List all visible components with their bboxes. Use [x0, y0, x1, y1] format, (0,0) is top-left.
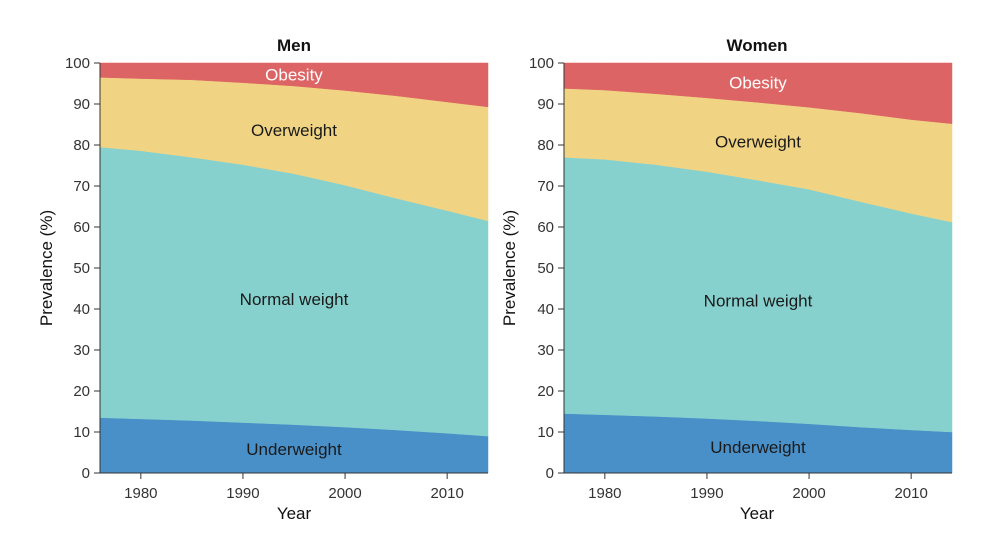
y-tick-label: 90 [537, 96, 554, 113]
series-label-underweight: Underweight [710, 438, 806, 457]
x-tick-label: 1980 [124, 485, 157, 502]
y-tick-label: 50 [537, 260, 554, 277]
series-label-normal-weight: Normal weight [240, 290, 349, 309]
x-tick-label: 2010 [430, 485, 463, 502]
chart-panel-women: Women Underweight Normal weight Overweight… [500, 36, 953, 523]
x-tick-label: 2010 [894, 485, 927, 502]
y-tick-label: 20 [537, 383, 554, 400]
x-axis-title: Year [740, 504, 775, 523]
labels-layer: Underweight Normal weight Overweight Obesit… [240, 66, 349, 459]
areas-layer [99, 62, 489, 474]
x-tick-label: 2000 [328, 485, 361, 502]
y-tick-label: 0 [82, 465, 90, 482]
y-tick-label: 60 [73, 219, 90, 236]
y-axis-title: Prevalence (%) [37, 210, 56, 326]
y-tick-label: 40 [537, 301, 554, 318]
y-tick-label: 80 [73, 137, 90, 154]
y-tick-label: 40 [73, 301, 90, 318]
y-axis-title: Prevalence (%) [500, 210, 519, 326]
axes-layer: 0 10 20 30 40 50 60 70 80 90 100 1980 1990 2000 2010 [65, 55, 488, 502]
series-label-overweight: Overweight [251, 121, 337, 140]
x-tick-label: 1990 [226, 485, 259, 502]
labels-layer: Underweight Normal weight Overweight Obesit… [704, 74, 813, 457]
chart-title: Women [726, 36, 787, 55]
series-label-underweight: Underweight [246, 440, 342, 459]
y-tick-label: 30 [537, 342, 554, 359]
y-tick-label: 70 [73, 178, 90, 195]
y-tick-label: 30 [73, 342, 90, 359]
chart-title: Men [277, 36, 311, 55]
y-tick-label: 20 [73, 383, 90, 400]
area-obesity [563, 62, 953, 124]
y-tick-label: 70 [537, 178, 554, 195]
y-tick-label: 80 [537, 137, 554, 154]
x-tick-label: 1990 [690, 485, 723, 502]
x-axis-title: Year [277, 504, 312, 523]
x-tick-label: 2000 [792, 485, 825, 502]
chart-panel-men: Men Underweight Normal weight Overweight Ob… [37, 36, 489, 523]
y-tick-label: 0 [546, 465, 554, 482]
y-tick-label: 60 [537, 219, 554, 236]
series-label-obesity: Obesity [729, 74, 787, 93]
y-tick-label: 50 [73, 260, 90, 277]
axes-layer: 0 10 20 30 40 50 60 70 80 90 100 1980 1990 2000 2010 [529, 55, 952, 502]
y-tick-label: 10 [73, 424, 90, 441]
series-label-normal-weight: Normal weight [704, 292, 813, 311]
series-label-overweight: Overweight [715, 132, 801, 151]
series-label-obesity: Obesity [265, 66, 323, 85]
area-obesity [99, 62, 489, 108]
areas-layer [563, 62, 953, 474]
y-tick-label: 10 [537, 424, 554, 441]
x-tick-label: 1980 [588, 485, 621, 502]
y-tick-label: 100 [65, 55, 90, 72]
y-tick-label: 90 [73, 96, 90, 113]
y-tick-label: 100 [529, 55, 554, 72]
